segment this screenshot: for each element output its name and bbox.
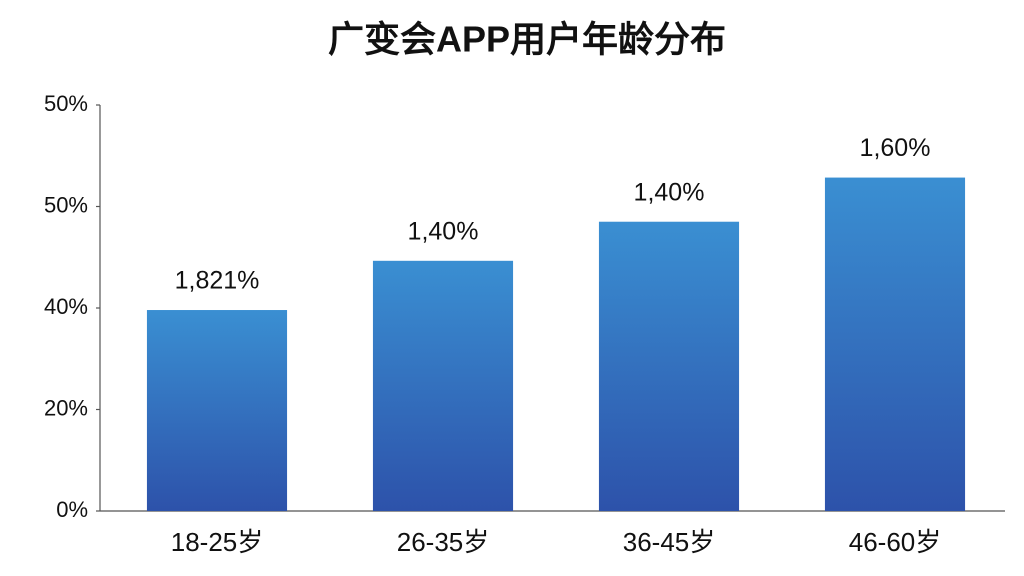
chart-title: 广变会APP用户年龄分布 [328, 19, 726, 60]
x-tick-label: 46-60岁 [849, 527, 942, 557]
y-tick-label: 0% [56, 497, 88, 522]
x-tick-label: 18-25岁 [171, 527, 264, 557]
bar [598, 221, 740, 511]
y-tick-label: 50% [44, 192, 88, 217]
data-label: 1,40% [408, 217, 479, 245]
y-tick-label: 40% [44, 294, 88, 319]
x-tick-label: 36-45岁 [623, 527, 716, 557]
data-label: 1,40% [634, 178, 705, 206]
bar [372, 260, 514, 511]
bar [824, 177, 966, 511]
y-tick-label: 50% [44, 91, 88, 116]
data-label: 1,821% [175, 267, 260, 295]
x-tick-label: 26-35岁 [397, 527, 490, 557]
y-tick-label: 20% [44, 395, 88, 420]
data-label: 1,60% [860, 134, 931, 162]
bar [146, 310, 288, 511]
